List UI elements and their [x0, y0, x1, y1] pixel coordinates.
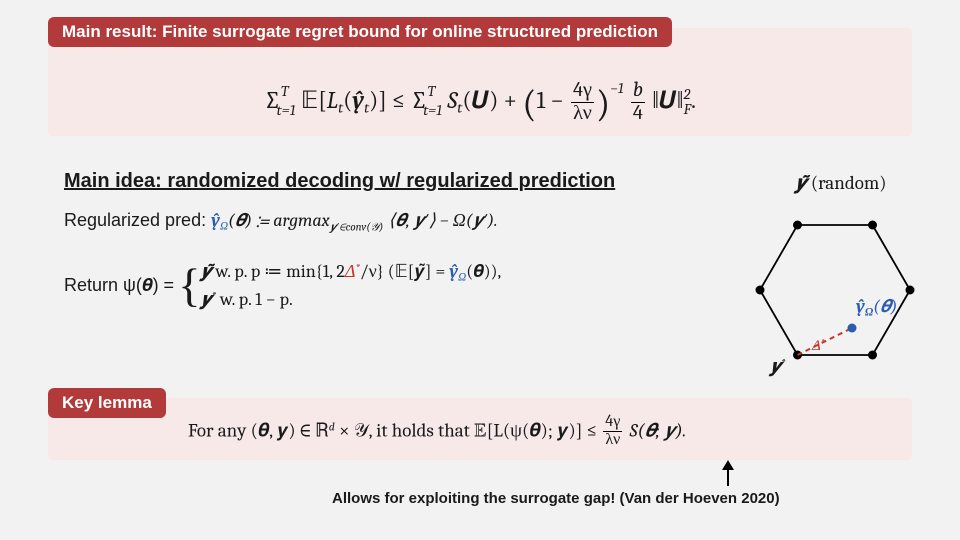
hexagon-diagram: [735, 190, 935, 390]
footnote-text: Allows for exploiting the surrogate gap!…: [332, 490, 780, 507]
hex-ytilde-label: 𝒚̃ (random): [795, 172, 887, 194]
key-lemma-pill: Key lemma: [48, 388, 166, 418]
main-result-pill: Main result: Finite surrogate regret bou…: [48, 17, 672, 47]
return-line: Return ψ(𝜽) = { 𝒚̃ w. p. p ≔ min{1, 2Δ*/…: [64, 258, 501, 314]
hex-delta-label: Δ*: [812, 336, 825, 355]
hex-yhat-label: ŷΩ(𝜽): [856, 296, 897, 318]
main-equation: ∑Tt=1 𝔼[Lt(ŷt)] ≤ ∑Tt=1 St(𝑼) + (1 − 4γλ…: [48, 58, 912, 136]
key-lemma-text: For any (𝜽, 𝒚) ∈ ℝd × 𝒴, it holds that 𝔼…: [188, 414, 686, 449]
reg-pred-line: Regularized pred: ŷΩ(𝜽) ≔ argmax𝒚′∈conv(…: [64, 210, 497, 234]
footnote-arrow: [718, 460, 738, 488]
hex-ystar-label: 𝒚*: [770, 356, 786, 377]
idea-heading: Main idea: randomized decoding w/ regula…: [64, 170, 615, 193]
main-result-pill-text: Main result: Finite surrogate regret bou…: [62, 22, 658, 41]
